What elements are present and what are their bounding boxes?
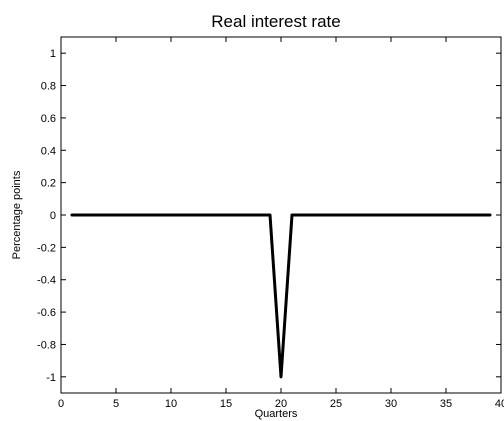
x-tick-label-1: 5: [113, 398, 119, 410]
y-tick-label-9: -0.8: [37, 339, 56, 351]
x-tick-label-2: 10: [165, 398, 177, 410]
x-tick-label-8: 40: [495, 398, 504, 410]
y-tick-label-8: -0.6: [37, 307, 56, 319]
y-tick-label-2: 0.6: [41, 113, 56, 125]
y-tick-label-4: 0.2: [41, 178, 56, 190]
x-tick-label-7: 35: [440, 398, 452, 410]
x-tick-label-5: 25: [330, 398, 342, 410]
series-line-0: [70, 213, 492, 379]
y-tick-label-3: 0.4: [41, 145, 56, 157]
x-tick-label-4: 20: [275, 398, 287, 410]
x-tick-label-0: 0: [58, 398, 64, 410]
y-tick-label-7: -0.4: [37, 275, 56, 287]
chart-title: Real interest rate: [211, 12, 340, 31]
x-axis-label: Quarters: [255, 408, 298, 420]
x-tick-label-6: 30: [385, 398, 397, 410]
y-tick-label-6: -0.2: [37, 242, 56, 254]
y-tick-label-1: 0.8: [41, 81, 56, 93]
series-layer: [70, 213, 492, 379]
y-tick-label-0: 1: [50, 48, 56, 60]
y-axis-label: Percentage points: [11, 170, 23, 259]
y-tick-label-5: 0: [50, 210, 56, 222]
y-tick-label-10: -1: [46, 372, 56, 384]
x-tick-label-3: 15: [220, 398, 232, 410]
axis-ticks: 0 5 10 15 20 25 30 35 40 1 0.8 0.6 0.4 0.2 0 -0.2 -0.4 -0…: [37, 37, 504, 410]
